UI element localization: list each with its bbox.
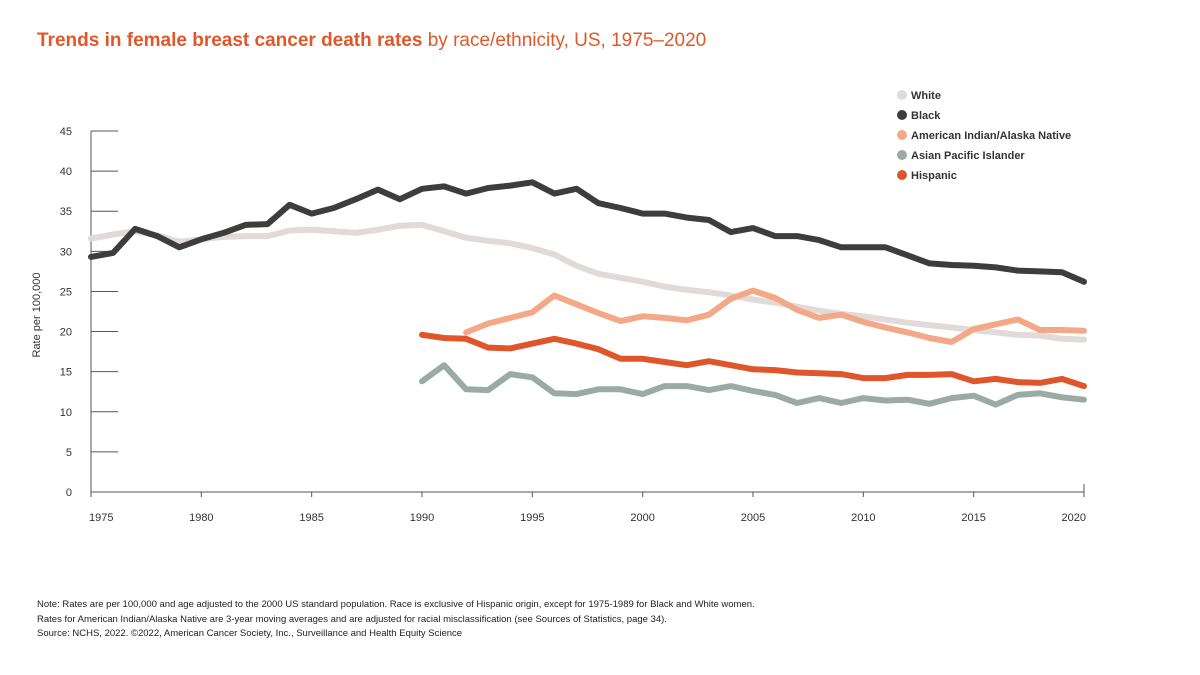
y-tick-label: 40	[60, 166, 72, 178]
y-tick-label: 20	[60, 327, 72, 339]
x-tick-label: 1980	[189, 512, 213, 524]
series-line-black	[88, 179, 1087, 285]
y-tick-label: 45	[60, 126, 72, 138]
x-tick-label: 1995	[520, 512, 544, 524]
legend-label: Hispanic	[911, 170, 957, 182]
series-line-american-indian-alaska-native	[463, 287, 1087, 345]
x-tick-label: 2010	[851, 512, 875, 524]
x-tick-label: 1990	[410, 512, 434, 524]
y-axis-title: Rate per 100,000	[31, 272, 43, 357]
note-line: Rates for American Indian/Alaska Native …	[37, 613, 667, 625]
y-tick-label: 30	[60, 246, 72, 258]
note-line: Note: Rates are per 100,000 and age adju…	[37, 599, 755, 610]
legend-label: Asian Pacific Islander	[911, 150, 1025, 162]
y-tick-label: 25	[60, 286, 72, 298]
x-tick-label: 2000	[630, 512, 654, 524]
legend-marker	[897, 150, 907, 160]
chart-notes: Note: Rates are per 100,000 and age adju…	[37, 598, 755, 642]
legend-marker	[897, 90, 907, 100]
y-tick-label: 15	[60, 367, 72, 379]
legend-marker	[897, 130, 907, 140]
chart-legend: White Black American Indian/Alaska Native A…	[897, 90, 1071, 182]
y-tick-label: 0	[66, 487, 72, 499]
series-line-asian-pacific-islander	[419, 362, 1087, 408]
chart-series	[88, 179, 1087, 408]
legend-marker	[897, 110, 907, 120]
y-tick-label: 5	[66, 447, 72, 459]
series-line-hispanic	[419, 331, 1087, 390]
x-tick-label: 1985	[299, 512, 323, 524]
legend-label: White	[911, 90, 941, 102]
line-chart: 0 5 10 15 20 25 30 35 40 45 1975 1980 1985 1990 1995 20…	[31, 90, 1087, 524]
chart-title-subtitle: by race/ethnicity, US, 1975–2020	[422, 30, 707, 51]
chart-axes: 0 5 10 15 20 25 30 35 40 45 1975 1980 1985 1990 1995 20…	[60, 126, 1086, 524]
x-tick-label: 2005	[741, 512, 765, 524]
legend-marker	[897, 170, 907, 180]
x-tick-label: 2020	[1062, 512, 1086, 524]
y-tick-label: 10	[60, 407, 72, 419]
legend-label: American Indian/Alaska Native	[911, 130, 1071, 142]
source-line: Source: NCHS, 2022. ©2022, American Canc…	[37, 628, 463, 639]
chart-title: Trends in female breast cancer death rat…	[37, 30, 706, 52]
chart-title-main: Trends in female breast cancer death rat…	[37, 30, 423, 51]
y-tick-label: 35	[60, 206, 72, 218]
series-line-white	[88, 221, 1087, 343]
x-tick-label: 1975	[89, 512, 113, 524]
legend-label: Black	[911, 110, 941, 122]
x-tick-label: 2015	[961, 512, 985, 524]
